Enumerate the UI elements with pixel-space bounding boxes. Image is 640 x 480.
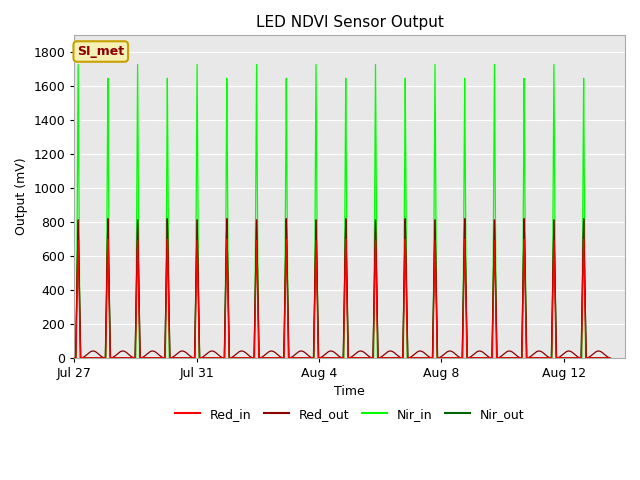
Y-axis label: Output (mV): Output (mV) (15, 158, 28, 235)
Text: SI_met: SI_met (77, 45, 124, 58)
X-axis label: Time: Time (334, 385, 365, 398)
Title: LED NDVI Sensor Output: LED NDVI Sensor Output (256, 15, 444, 30)
Legend: Red_in, Red_out, Nir_in, Nir_out: Red_in, Red_out, Nir_in, Nir_out (170, 403, 530, 426)
